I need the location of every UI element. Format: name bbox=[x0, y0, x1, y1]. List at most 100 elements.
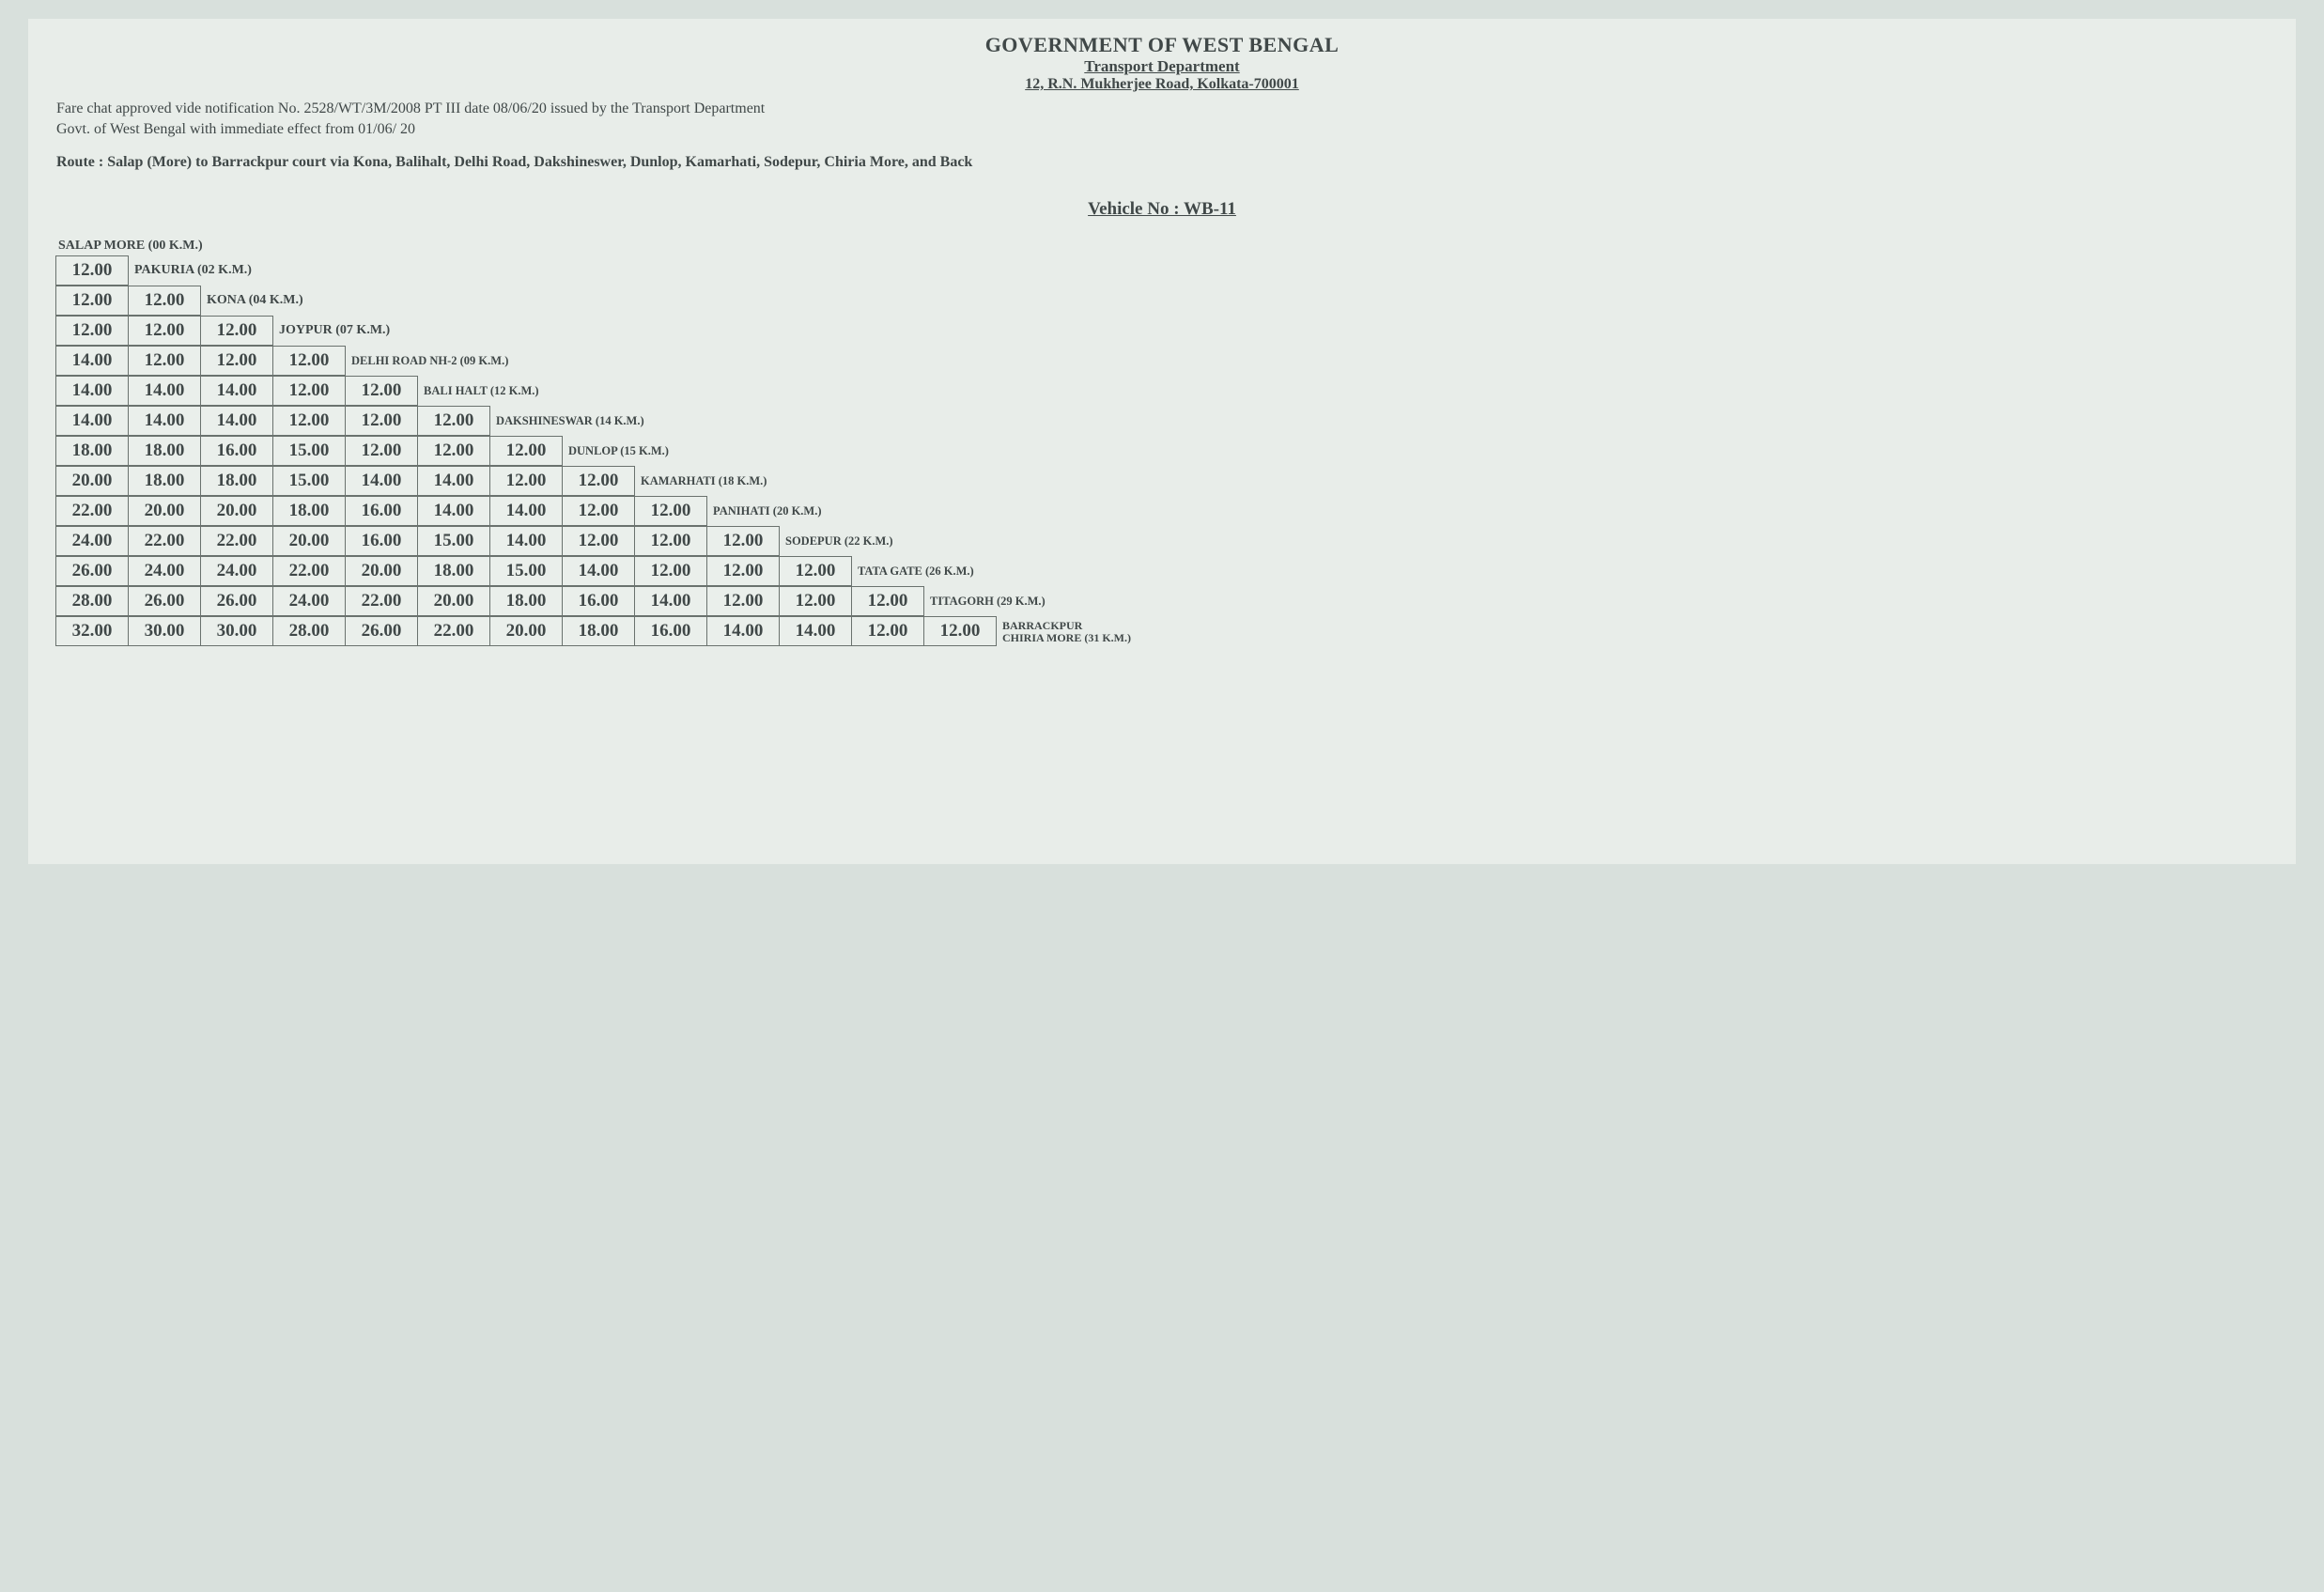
fare-cell: 20.00 bbox=[55, 466, 129, 496]
fare-cell: 20.00 bbox=[272, 526, 346, 556]
fare-row: 12.0012.0012.00JOYPUR (07 K.M.) bbox=[56, 316, 2268, 346]
fare-row: 22.0020.0020.0018.0016.0014.0014.0012.00… bbox=[56, 496, 2268, 526]
notification-line-2: Govt. of West Bengal with immediate effe… bbox=[56, 121, 415, 137]
department-name: Transport Department bbox=[56, 57, 2268, 76]
fare-cell: 14.00 bbox=[706, 616, 780, 646]
fare-cell: 12.00 bbox=[417, 406, 490, 436]
fare-cell: 30.00 bbox=[128, 616, 201, 646]
fare-row: 32.0030.0030.0028.0026.0022.0020.0018.00… bbox=[56, 616, 2268, 646]
fare-cell: 16.00 bbox=[634, 616, 707, 646]
fare-row: 12.0012.00KONA (04 K.M.) bbox=[56, 286, 2268, 316]
fare-chart-document: GOVERNMENT OF WEST BENGAL Transport Depa… bbox=[28, 19, 2296, 864]
fare-cell: 12.00 bbox=[562, 466, 635, 496]
fare-cell: 16.00 bbox=[200, 436, 273, 466]
fare-chart-table: SALAP MORE (00 K.M.) 12.00PAKURIA (02 K.… bbox=[56, 239, 2268, 646]
fare-cell: 14.00 bbox=[200, 406, 273, 436]
fare-cell: 12.00 bbox=[489, 466, 563, 496]
fare-cell: 12.00 bbox=[706, 586, 780, 616]
fare-row: 18.0018.0016.0015.0012.0012.0012.00DUNLO… bbox=[56, 436, 2268, 466]
fare-cell: 12.00 bbox=[272, 406, 346, 436]
stop-label: PANIHATI (20 K.M.) bbox=[707, 496, 822, 526]
notification-text: Fare chat approved vide notification No.… bbox=[56, 99, 2268, 139]
stop-label: TITAGORH (29 K.M.) bbox=[924, 586, 1046, 616]
fare-cell: 12.00 bbox=[779, 556, 852, 586]
fare-cell: 12.00 bbox=[779, 586, 852, 616]
fare-cell: 12.00 bbox=[489, 436, 563, 466]
fare-row: 14.0014.0014.0012.0012.00BALI HALT (12 K… bbox=[56, 376, 2268, 406]
fare-cell: 20.00 bbox=[200, 496, 273, 526]
fare-cell: 32.00 bbox=[55, 616, 129, 646]
fare-cell: 24.00 bbox=[55, 526, 129, 556]
fare-cell: 20.00 bbox=[489, 616, 563, 646]
fare-cell: 22.00 bbox=[272, 556, 346, 586]
stop-label: BALI HALT (12 K.M.) bbox=[418, 376, 539, 406]
fare-cell: 12.00 bbox=[706, 556, 780, 586]
fare-cell: 12.00 bbox=[851, 616, 924, 646]
fare-cell: 14.00 bbox=[489, 526, 563, 556]
stop-label: PAKURIA (02 K.M.) bbox=[129, 255, 252, 286]
fare-cell: 22.00 bbox=[200, 526, 273, 556]
fare-cell: 18.00 bbox=[128, 466, 201, 496]
fare-cell: 18.00 bbox=[128, 436, 201, 466]
fare-cell: 12.00 bbox=[634, 526, 707, 556]
fare-cell: 24.00 bbox=[200, 556, 273, 586]
fare-cell: 12.00 bbox=[345, 406, 418, 436]
fare-cell: 14.00 bbox=[55, 376, 129, 406]
stop-label-origin: SALAP MORE (00 K.M.) bbox=[56, 239, 2268, 254]
fare-cell: 14.00 bbox=[562, 556, 635, 586]
fare-cell: 12.00 bbox=[706, 526, 780, 556]
fare-row: 12.00PAKURIA (02 K.M.) bbox=[56, 255, 2268, 286]
fare-cell: 12.00 bbox=[128, 346, 201, 376]
fare-cell: 18.00 bbox=[489, 586, 563, 616]
stop-label: KAMARHATI (18 K.M.) bbox=[635, 466, 767, 496]
fare-cell: 18.00 bbox=[200, 466, 273, 496]
fare-cell: 12.00 bbox=[345, 376, 418, 406]
stop-label: KONA (04 K.M.) bbox=[201, 286, 303, 316]
fare-cell: 16.00 bbox=[345, 496, 418, 526]
fare-cell: 24.00 bbox=[272, 586, 346, 616]
fare-cell: 15.00 bbox=[417, 526, 490, 556]
document-header: GOVERNMENT OF WEST BENGAL Transport Depa… bbox=[56, 33, 2268, 93]
fare-cell: 15.00 bbox=[489, 556, 563, 586]
vehicle-number: Vehicle No : WB-11 bbox=[56, 199, 2268, 220]
fare-cell: 22.00 bbox=[128, 526, 201, 556]
fare-cell: 14.00 bbox=[779, 616, 852, 646]
fare-cell: 12.00 bbox=[634, 556, 707, 586]
fare-cell: 14.00 bbox=[345, 466, 418, 496]
fare-cell: 16.00 bbox=[345, 526, 418, 556]
fare-row: 20.0018.0018.0015.0014.0014.0012.0012.00… bbox=[56, 466, 2268, 496]
fare-row: 24.0022.0022.0020.0016.0015.0014.0012.00… bbox=[56, 526, 2268, 556]
fare-cell: 12.00 bbox=[272, 346, 346, 376]
stop-label: BARRACKPURCHIRIA MORE (31 K.M.) bbox=[997, 616, 1131, 646]
fare-cell: 26.00 bbox=[128, 586, 201, 616]
stop-label: DAKSHINESWAR (14 K.M.) bbox=[490, 406, 644, 436]
fare-cell: 12.00 bbox=[851, 586, 924, 616]
fare-cell: 18.00 bbox=[562, 616, 635, 646]
fare-cell: 28.00 bbox=[55, 586, 129, 616]
fare-row: 26.0024.0024.0022.0020.0018.0015.0014.00… bbox=[56, 556, 2268, 586]
fare-row: 14.0012.0012.0012.00DELHI ROAD NH-2 (09 … bbox=[56, 346, 2268, 376]
fare-cell: 18.00 bbox=[55, 436, 129, 466]
notification-line-1: Fare chat approved vide notification No.… bbox=[56, 100, 765, 116]
fare-cell: 14.00 bbox=[417, 466, 490, 496]
fare-cell: 24.00 bbox=[128, 556, 201, 586]
stop-label: TATA GATE (26 K.M.) bbox=[852, 556, 974, 586]
stop-label: DELHI ROAD NH-2 (09 K.M.) bbox=[346, 346, 508, 376]
fare-cell: 12.00 bbox=[200, 346, 273, 376]
fare-cell: 26.00 bbox=[200, 586, 273, 616]
fare-cell: 20.00 bbox=[128, 496, 201, 526]
fare-cell: 18.00 bbox=[272, 496, 346, 526]
fare-cell: 26.00 bbox=[345, 616, 418, 646]
fare-cell: 14.00 bbox=[200, 376, 273, 406]
fare-cell: 12.00 bbox=[923, 616, 997, 646]
fare-cell: 20.00 bbox=[345, 556, 418, 586]
stop-label: DUNLOP (15 K.M.) bbox=[563, 436, 669, 466]
fare-cell: 14.00 bbox=[489, 496, 563, 526]
fare-row: 28.0026.0026.0024.0022.0020.0018.0016.00… bbox=[56, 586, 2268, 616]
fare-cell: 14.00 bbox=[634, 586, 707, 616]
fare-cell: 12.00 bbox=[128, 286, 201, 316]
stop-label: JOYPUR (07 K.M.) bbox=[273, 316, 390, 346]
government-title: GOVERNMENT OF WEST BENGAL bbox=[56, 33, 2268, 57]
fare-cell: 26.00 bbox=[55, 556, 129, 586]
fare-cell: 14.00 bbox=[128, 376, 201, 406]
